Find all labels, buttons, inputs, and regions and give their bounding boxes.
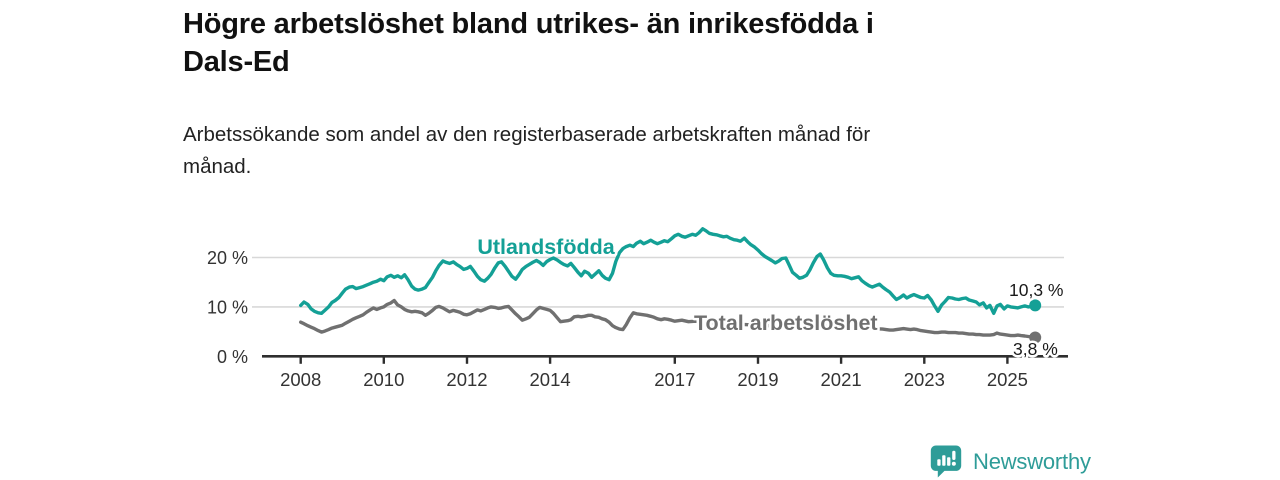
page-title: Högre arbetslöshet bland utrikes- än inr… bbox=[183, 5, 1083, 81]
series-label-utlandsfodda: Utlandsfödda bbox=[477, 235, 615, 259]
series-end-dot-total-arbetsloshet bbox=[1029, 331, 1042, 344]
x-tick-label-2008: 2008 bbox=[280, 369, 321, 390]
speech-bubble-shape bbox=[930, 445, 962, 478]
x-tick-label-2010: 2010 bbox=[363, 369, 404, 390]
chart-subtitle-line-1: Arbetssökande som andel av den registerb… bbox=[183, 123, 871, 146]
exclamation-stem bbox=[952, 450, 956, 460]
y-tick-label-10-pct: 10 % bbox=[207, 297, 248, 317]
end-value-label-total-arbetsloshet: 3,8 % bbox=[1013, 339, 1058, 359]
newsworthy-logo-icon bbox=[930, 445, 962, 478]
x-tick-label-2012: 2012 bbox=[446, 369, 487, 390]
x-tick-label-2019: 2019 bbox=[737, 369, 778, 390]
y-tick-label-20-pct: 20 % bbox=[207, 248, 248, 268]
page-title-line-1: Högre arbetslöshet bland utrikes- än inr… bbox=[183, 8, 874, 40]
chart-subtitle-line-2: månad. bbox=[183, 155, 252, 178]
x-tick-label-2014: 2014 bbox=[530, 369, 571, 390]
bar-small bbox=[937, 459, 941, 466]
series-label-total-arbetsloshet: Total arbetslöshet bbox=[694, 311, 878, 335]
newsworthy-wordmark: Newsworthy bbox=[973, 448, 1091, 474]
series-line-total-arbetsloshet bbox=[299, 298, 1037, 340]
series-line-utlandsfodda bbox=[299, 227, 1037, 315]
bar-medium bbox=[947, 457, 951, 466]
x-tick-label-2023: 2023 bbox=[904, 369, 945, 390]
end-value-label-utlandsfodda: 10,3 % bbox=[1009, 280, 1063, 300]
exclamation-dot bbox=[951, 461, 956, 466]
x-tick-label-2025: 2025 bbox=[987, 369, 1028, 390]
bar-tall bbox=[942, 455, 946, 466]
y-tick-label-0-pct: 0 % bbox=[217, 347, 248, 367]
page-title-line-2: Dals-Ed bbox=[183, 46, 290, 78]
series-end-dot-utlandsfodda bbox=[1029, 299, 1042, 312]
x-tick-label-2021: 2021 bbox=[821, 369, 862, 390]
newsworthy-brand-link[interactable]: Newsworthy bbox=[928, 443, 1091, 480]
x-tick-label-2017: 2017 bbox=[654, 369, 695, 390]
chart-subtitle: Arbetssökande som andel av den registerb… bbox=[183, 119, 1063, 183]
